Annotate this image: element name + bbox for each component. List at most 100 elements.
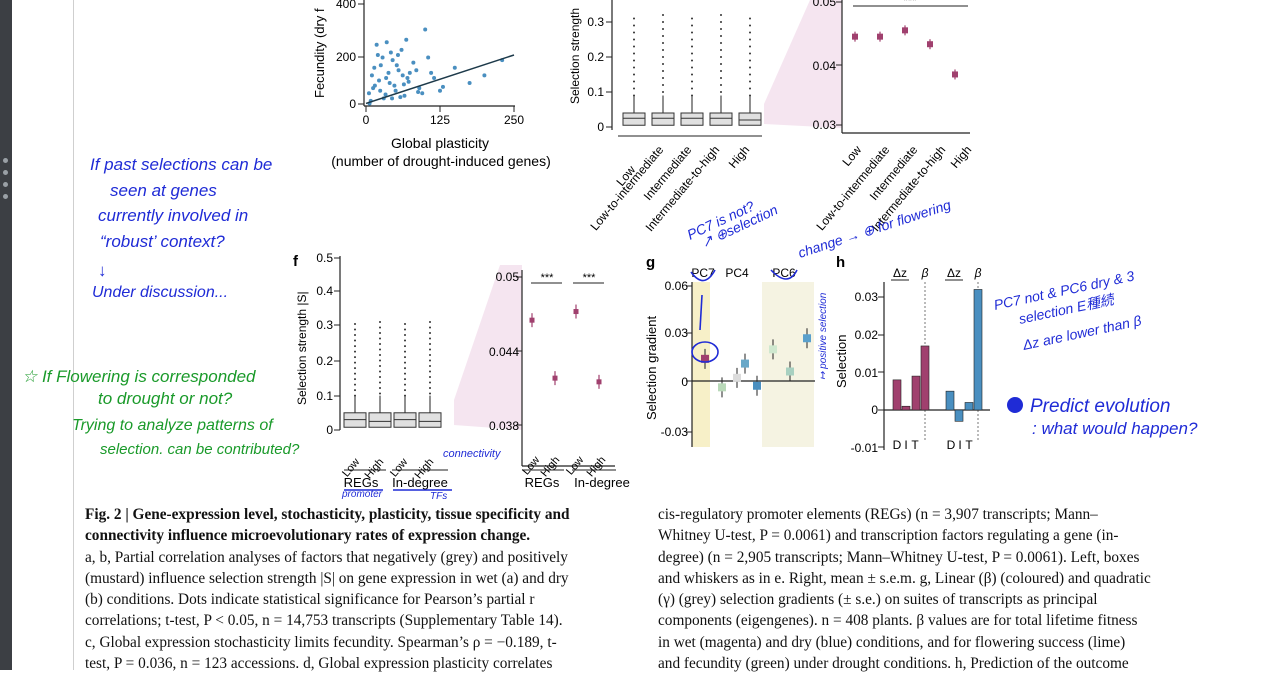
handle-dot[interactable] bbox=[3, 182, 8, 187]
box-outlier bbox=[404, 334, 406, 337]
x-axis-title: Global plasticity bbox=[391, 135, 489, 151]
box-outlier bbox=[633, 94, 635, 97]
box-outlier bbox=[379, 376, 381, 379]
x-tick-label: T bbox=[911, 438, 919, 452]
box-outlier bbox=[404, 323, 406, 326]
box-outlier bbox=[429, 376, 431, 379]
selection-bar bbox=[920, 345, 930, 411]
scatter-point bbox=[411, 60, 416, 65]
panel-label: g bbox=[646, 254, 655, 271]
box-outlier bbox=[749, 80, 751, 83]
ink-circle bbox=[691, 341, 719, 363]
y-tick-label: 400 bbox=[336, 0, 356, 11]
selection-bar bbox=[973, 289, 983, 411]
handwritten-note: connectivity bbox=[443, 448, 502, 460]
scatter-point bbox=[383, 92, 388, 97]
handle-dot[interactable] bbox=[3, 170, 8, 175]
scatter-point bbox=[398, 95, 403, 100]
y-axis-title: Selection strength |S| bbox=[295, 291, 309, 405]
x-tick-label: Low bbox=[520, 454, 542, 477]
highlight-band bbox=[692, 282, 710, 447]
box-outlier bbox=[691, 17, 693, 20]
column-header: β bbox=[974, 266, 982, 280]
box-outlier bbox=[691, 24, 693, 27]
box-outlier bbox=[404, 339, 406, 342]
box-outlier bbox=[720, 84, 722, 86]
box-outlier bbox=[379, 381, 381, 384]
caption-line: test, P = 0.036, n = 123 accessions. d, … bbox=[85, 655, 553, 673]
box-outlier bbox=[633, 45, 635, 48]
handle-dot[interactable] bbox=[3, 194, 8, 199]
box-outlier bbox=[354, 389, 356, 392]
y-tick-label: -0.01 bbox=[851, 441, 879, 455]
scatter-point bbox=[378, 88, 383, 93]
box-outlier bbox=[749, 45, 751, 48]
box-outlier bbox=[662, 84, 664, 86]
handwritten-note: “robust’ context? bbox=[100, 232, 225, 251]
y-tick-label: 0.03 bbox=[855, 290, 879, 304]
box-outlier bbox=[379, 392, 381, 395]
box-body bbox=[709, 112, 733, 126]
box-outlier bbox=[404, 350, 406, 353]
mean-marker bbox=[596, 379, 602, 385]
selection-bars bbox=[892, 289, 983, 422]
box-body bbox=[651, 112, 675, 126]
box-outlier bbox=[354, 328, 356, 331]
box-outlier bbox=[354, 350, 356, 353]
caption-line: c, Global expression stochasticity limit… bbox=[85, 633, 557, 651]
mean-marker bbox=[852, 33, 858, 40]
scatter-point bbox=[380, 55, 385, 60]
fit-line bbox=[365, 54, 515, 105]
box-outlier bbox=[662, 91, 664, 93]
scatter-point bbox=[438, 88, 442, 93]
scatter-point bbox=[467, 81, 472, 86]
handwritten-note: ↦ positive selection bbox=[818, 292, 829, 380]
box-outlier bbox=[429, 331, 431, 334]
box-body bbox=[368, 412, 392, 428]
caption-line: a, b, Partial correlation analyses of fa… bbox=[85, 548, 568, 566]
ink-marks bbox=[344, 269, 798, 491]
scatter-point bbox=[399, 47, 404, 52]
y-tick-label: 0.3 bbox=[587, 15, 604, 29]
scatter-point bbox=[482, 73, 487, 78]
box-outlier bbox=[379, 337, 381, 340]
y-tick-label: 0 bbox=[871, 403, 878, 417]
y-tick-label: -0.03 bbox=[661, 425, 689, 439]
y-tick-label: 0.03 bbox=[813, 118, 837, 132]
box-body bbox=[738, 112, 762, 126]
x-tick-label: D bbox=[947, 438, 956, 452]
caption-line: degree) (n = 2,905 transcripts; Mann–Whi… bbox=[658, 548, 1140, 566]
y-tick-label: 0.3 bbox=[316, 318, 333, 332]
gradient-marker bbox=[701, 354, 709, 363]
scatter-point bbox=[390, 58, 395, 63]
scatter-point bbox=[374, 42, 379, 47]
box-outlier bbox=[354, 367, 356, 370]
handwritten-note: currently involved in bbox=[98, 206, 248, 225]
box-outlier bbox=[404, 378, 406, 381]
panel-h: h Δz β Δz β 0.03 0.02 0.01 0 -0.01 Selec… bbox=[834, 254, 990, 455]
box-outlier bbox=[429, 343, 431, 345]
handle-dot[interactable] bbox=[3, 158, 8, 163]
scatter-point bbox=[414, 68, 419, 73]
handwritten-note: : what would happen? bbox=[1032, 419, 1198, 438]
y-tick-label: 0.03 bbox=[665, 326, 689, 340]
y-tick-label: 0.06 bbox=[665, 279, 689, 293]
box-outlier bbox=[749, 24, 751, 27]
box-outlier bbox=[749, 38, 751, 41]
box-outlier bbox=[404, 361, 406, 364]
figure-caption-right: cis-regulatory promoter elements (REGs) … bbox=[658, 504, 1218, 674]
pc-label: PC7 bbox=[691, 266, 715, 280]
scatter-point bbox=[406, 79, 411, 84]
box-outlier bbox=[429, 359, 431, 362]
y-tick-label: 0 bbox=[326, 423, 333, 437]
scatter-point bbox=[429, 70, 434, 75]
scatter-point bbox=[388, 50, 393, 55]
x-tick-label: 0 bbox=[363, 113, 370, 127]
scatter-point bbox=[377, 78, 382, 83]
box-outlier bbox=[691, 52, 693, 55]
box-outlier bbox=[662, 14, 664, 16]
box-outlier bbox=[354, 383, 356, 386]
scatter-point bbox=[401, 82, 406, 87]
caption-line: components (eigengenes). n = 408 plants.… bbox=[658, 612, 1138, 630]
x-tick-label: 250 bbox=[504, 113, 524, 127]
